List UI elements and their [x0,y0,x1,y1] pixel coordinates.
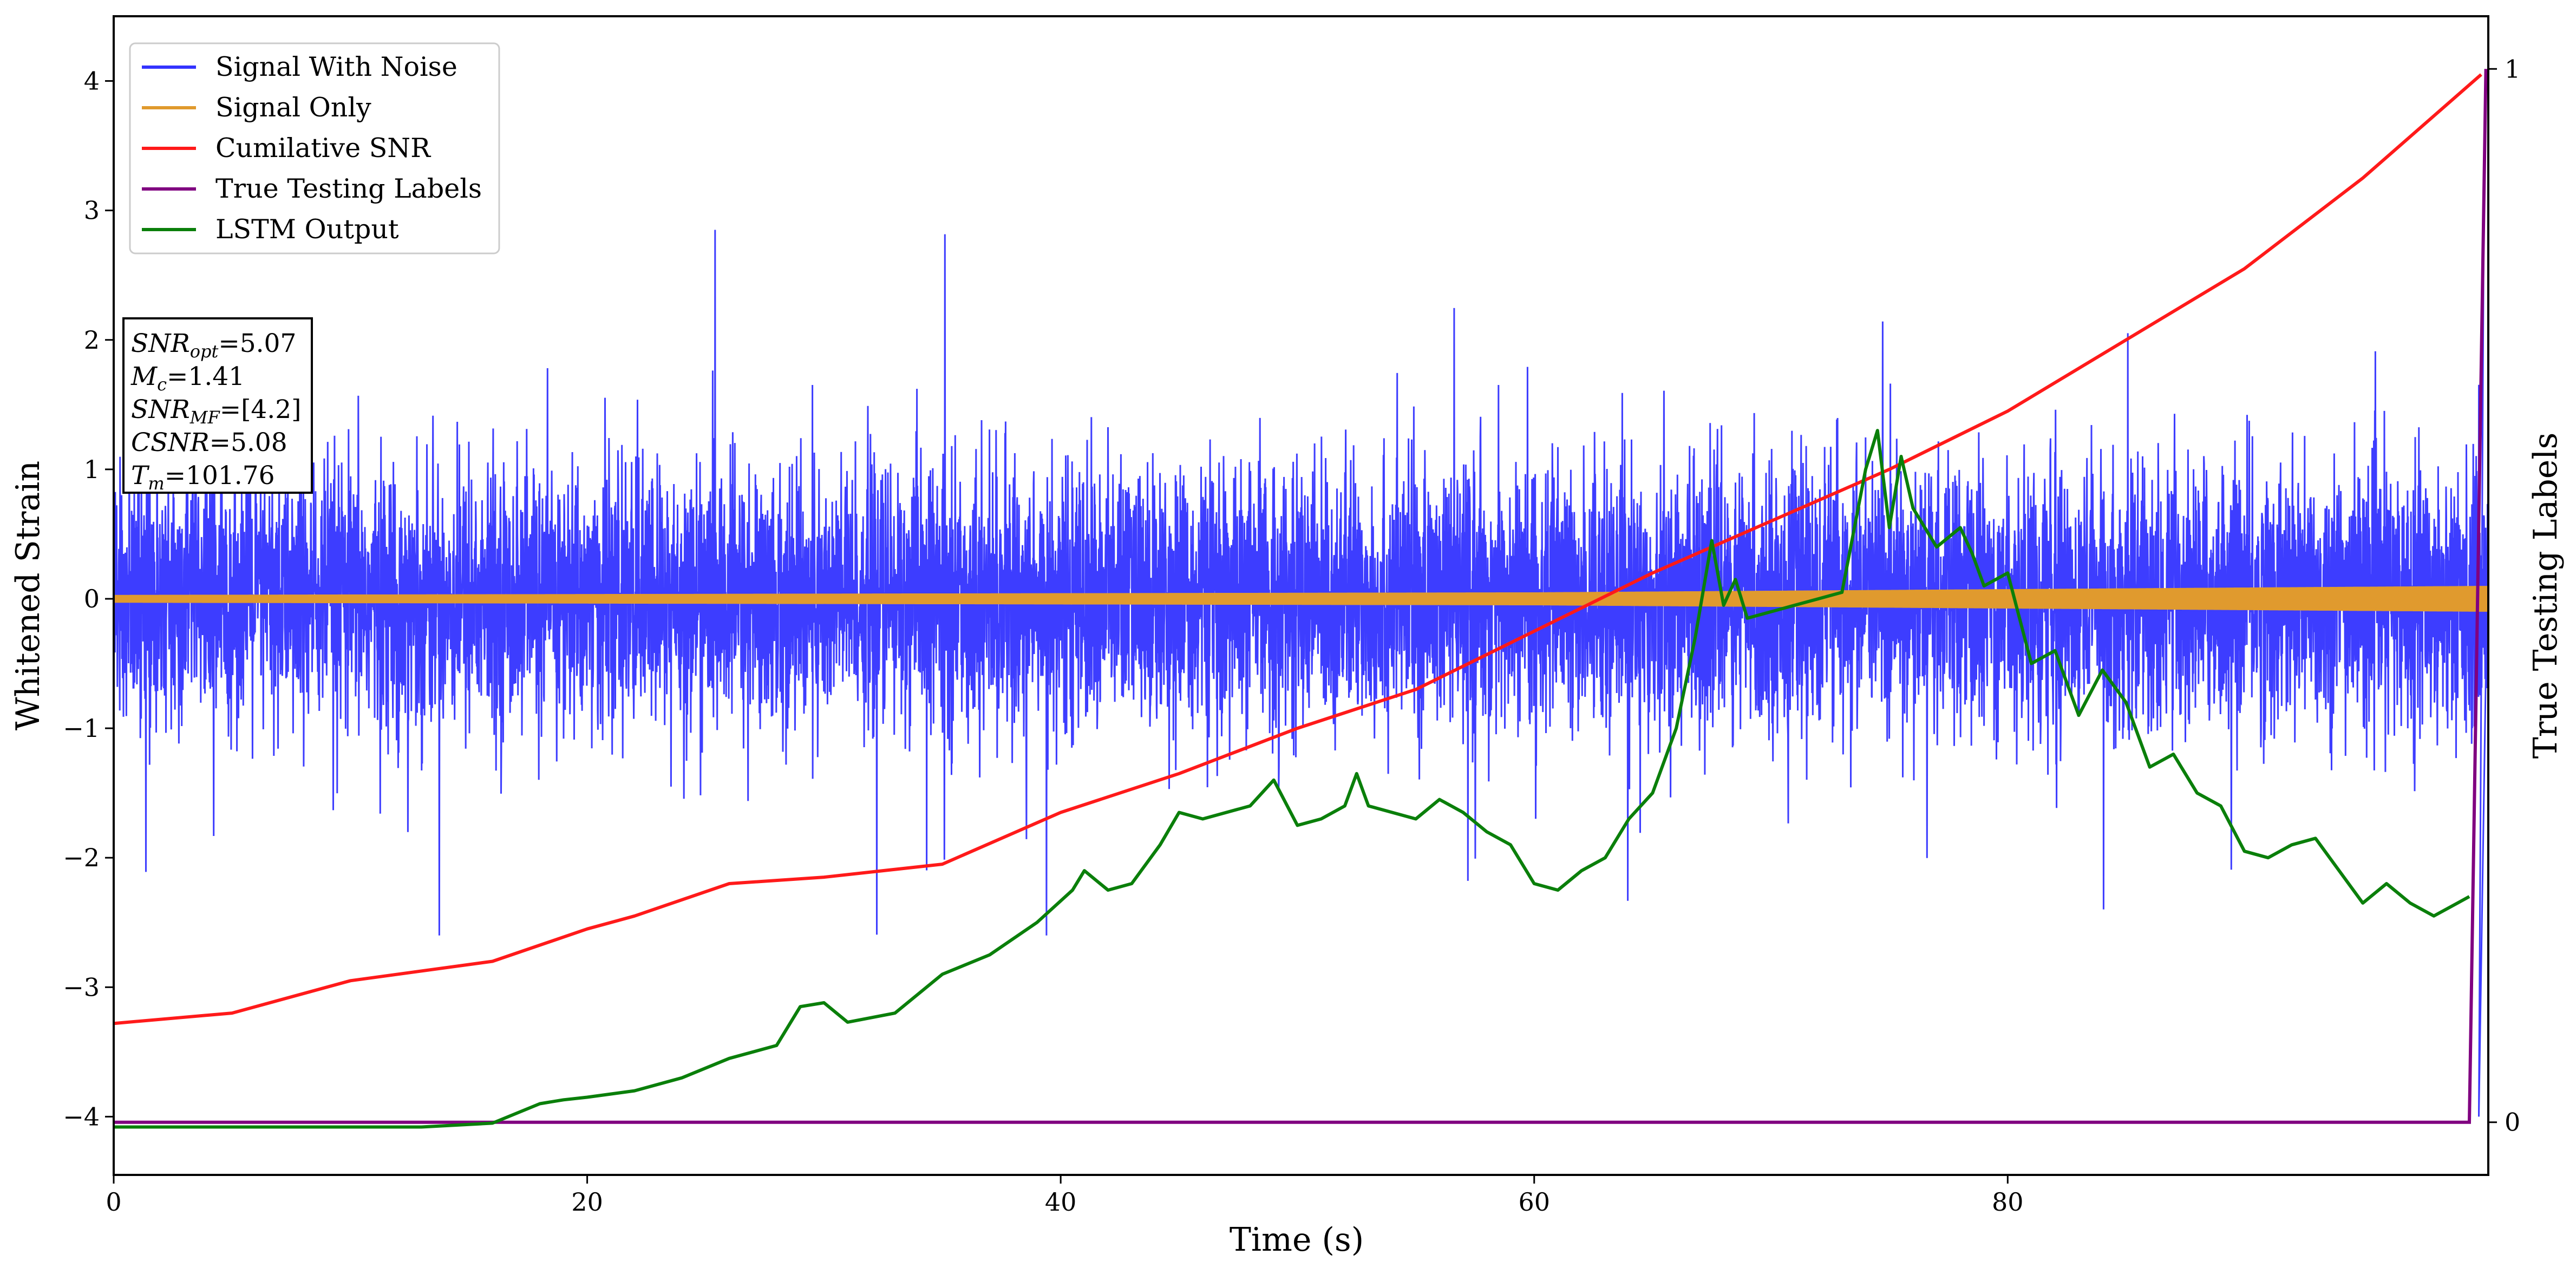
annotation-line: SNRopt=5.07 [131,329,296,362]
y-tick-label: 2 [84,325,100,355]
series-layer [114,69,2488,1129]
annotation-subscript: c [157,374,167,395]
annotation-symbol: SNR [131,329,190,358]
annotation-line: Tm=101.76 [131,461,275,494]
annotation-line: Mc=1.41 [130,362,245,395]
annotation-line: SNRMF=[4.2] [131,395,302,428]
y-tick-label: −1 [63,714,100,743]
annotation-subscript: opt [190,341,219,362]
y-tick-label: 4 [84,67,100,96]
annotation-value: =5.08 [210,428,287,458]
y2-tick-label: 1 [2505,54,2520,83]
x-tick-label: 40 [1045,1187,1077,1217]
y-tick-label: 3 [84,196,100,225]
legend-label-true-labels: True Testing Labels [215,173,482,204]
annotation-line: CSNR=5.08 [131,428,287,458]
annotation-value: =5.07 [218,329,296,358]
legend: Signal With Noise Signal Only Cumilative S… [129,42,500,254]
x-tick-label: 20 [571,1187,603,1217]
annotation-frame [122,317,313,494]
y-tick-label: −3 [63,972,100,1002]
legend-box [129,42,500,254]
y-tick-label: 1 [84,455,100,484]
plot-frame [113,15,2489,1176]
annotation-symbol: SNR [131,395,190,424]
x-axis: 0 20 40 60 80 [106,1175,2024,1217]
series-lstm-output [114,429,2470,1129]
x-tick-label: 60 [1518,1187,1550,1217]
series-signal-only [114,586,2488,612]
annotation-value: =1.41 [167,362,245,391]
annotation-symbol: M [130,362,158,391]
legend-label-cumulative-snr: Cumilative SNR [215,133,431,164]
series-true-testing-labels [114,69,2488,1124]
y-tick-label: −4 [63,1102,100,1131]
x-axis-title: Time (s) [1230,1221,1364,1259]
annotation-symbol: T [131,461,150,491]
annotation-subscript: MF [189,407,221,428]
annotation-box: SNRopt=5.07Mc=1.41SNRMF=[4.2]CSNR=5.08Tm… [122,317,313,494]
x-tick-label: 80 [1992,1187,2024,1217]
annotation-value: =[4.2] [220,395,302,424]
y2-tick-label: 0 [2505,1108,2520,1137]
series-cumulative-snr [114,73,2482,1025]
legend-label-signal-only: Signal Only [215,92,371,123]
y2-axis-title: True Testing Labels [2527,433,2565,759]
y-axis-title: Whitened Strain [9,461,47,730]
y-tick-label: −2 [63,843,100,872]
legend-label-lstm-output: LSTM Output [215,214,399,245]
legend-label-signal-with-noise: Signal With Noise [215,51,457,82]
annotation-value: =101.76 [165,461,275,491]
x-tick-label: 0 [106,1187,121,1217]
y-axis-left: −4 −3 −2 −1 0 1 2 3 4 [63,67,114,1131]
y-axis-right: 01 [2488,54,2520,1137]
annotation-subscript: m [148,473,164,494]
y-tick-label: 0 [84,584,100,613]
annotation-symbol: CSNR [131,428,210,458]
